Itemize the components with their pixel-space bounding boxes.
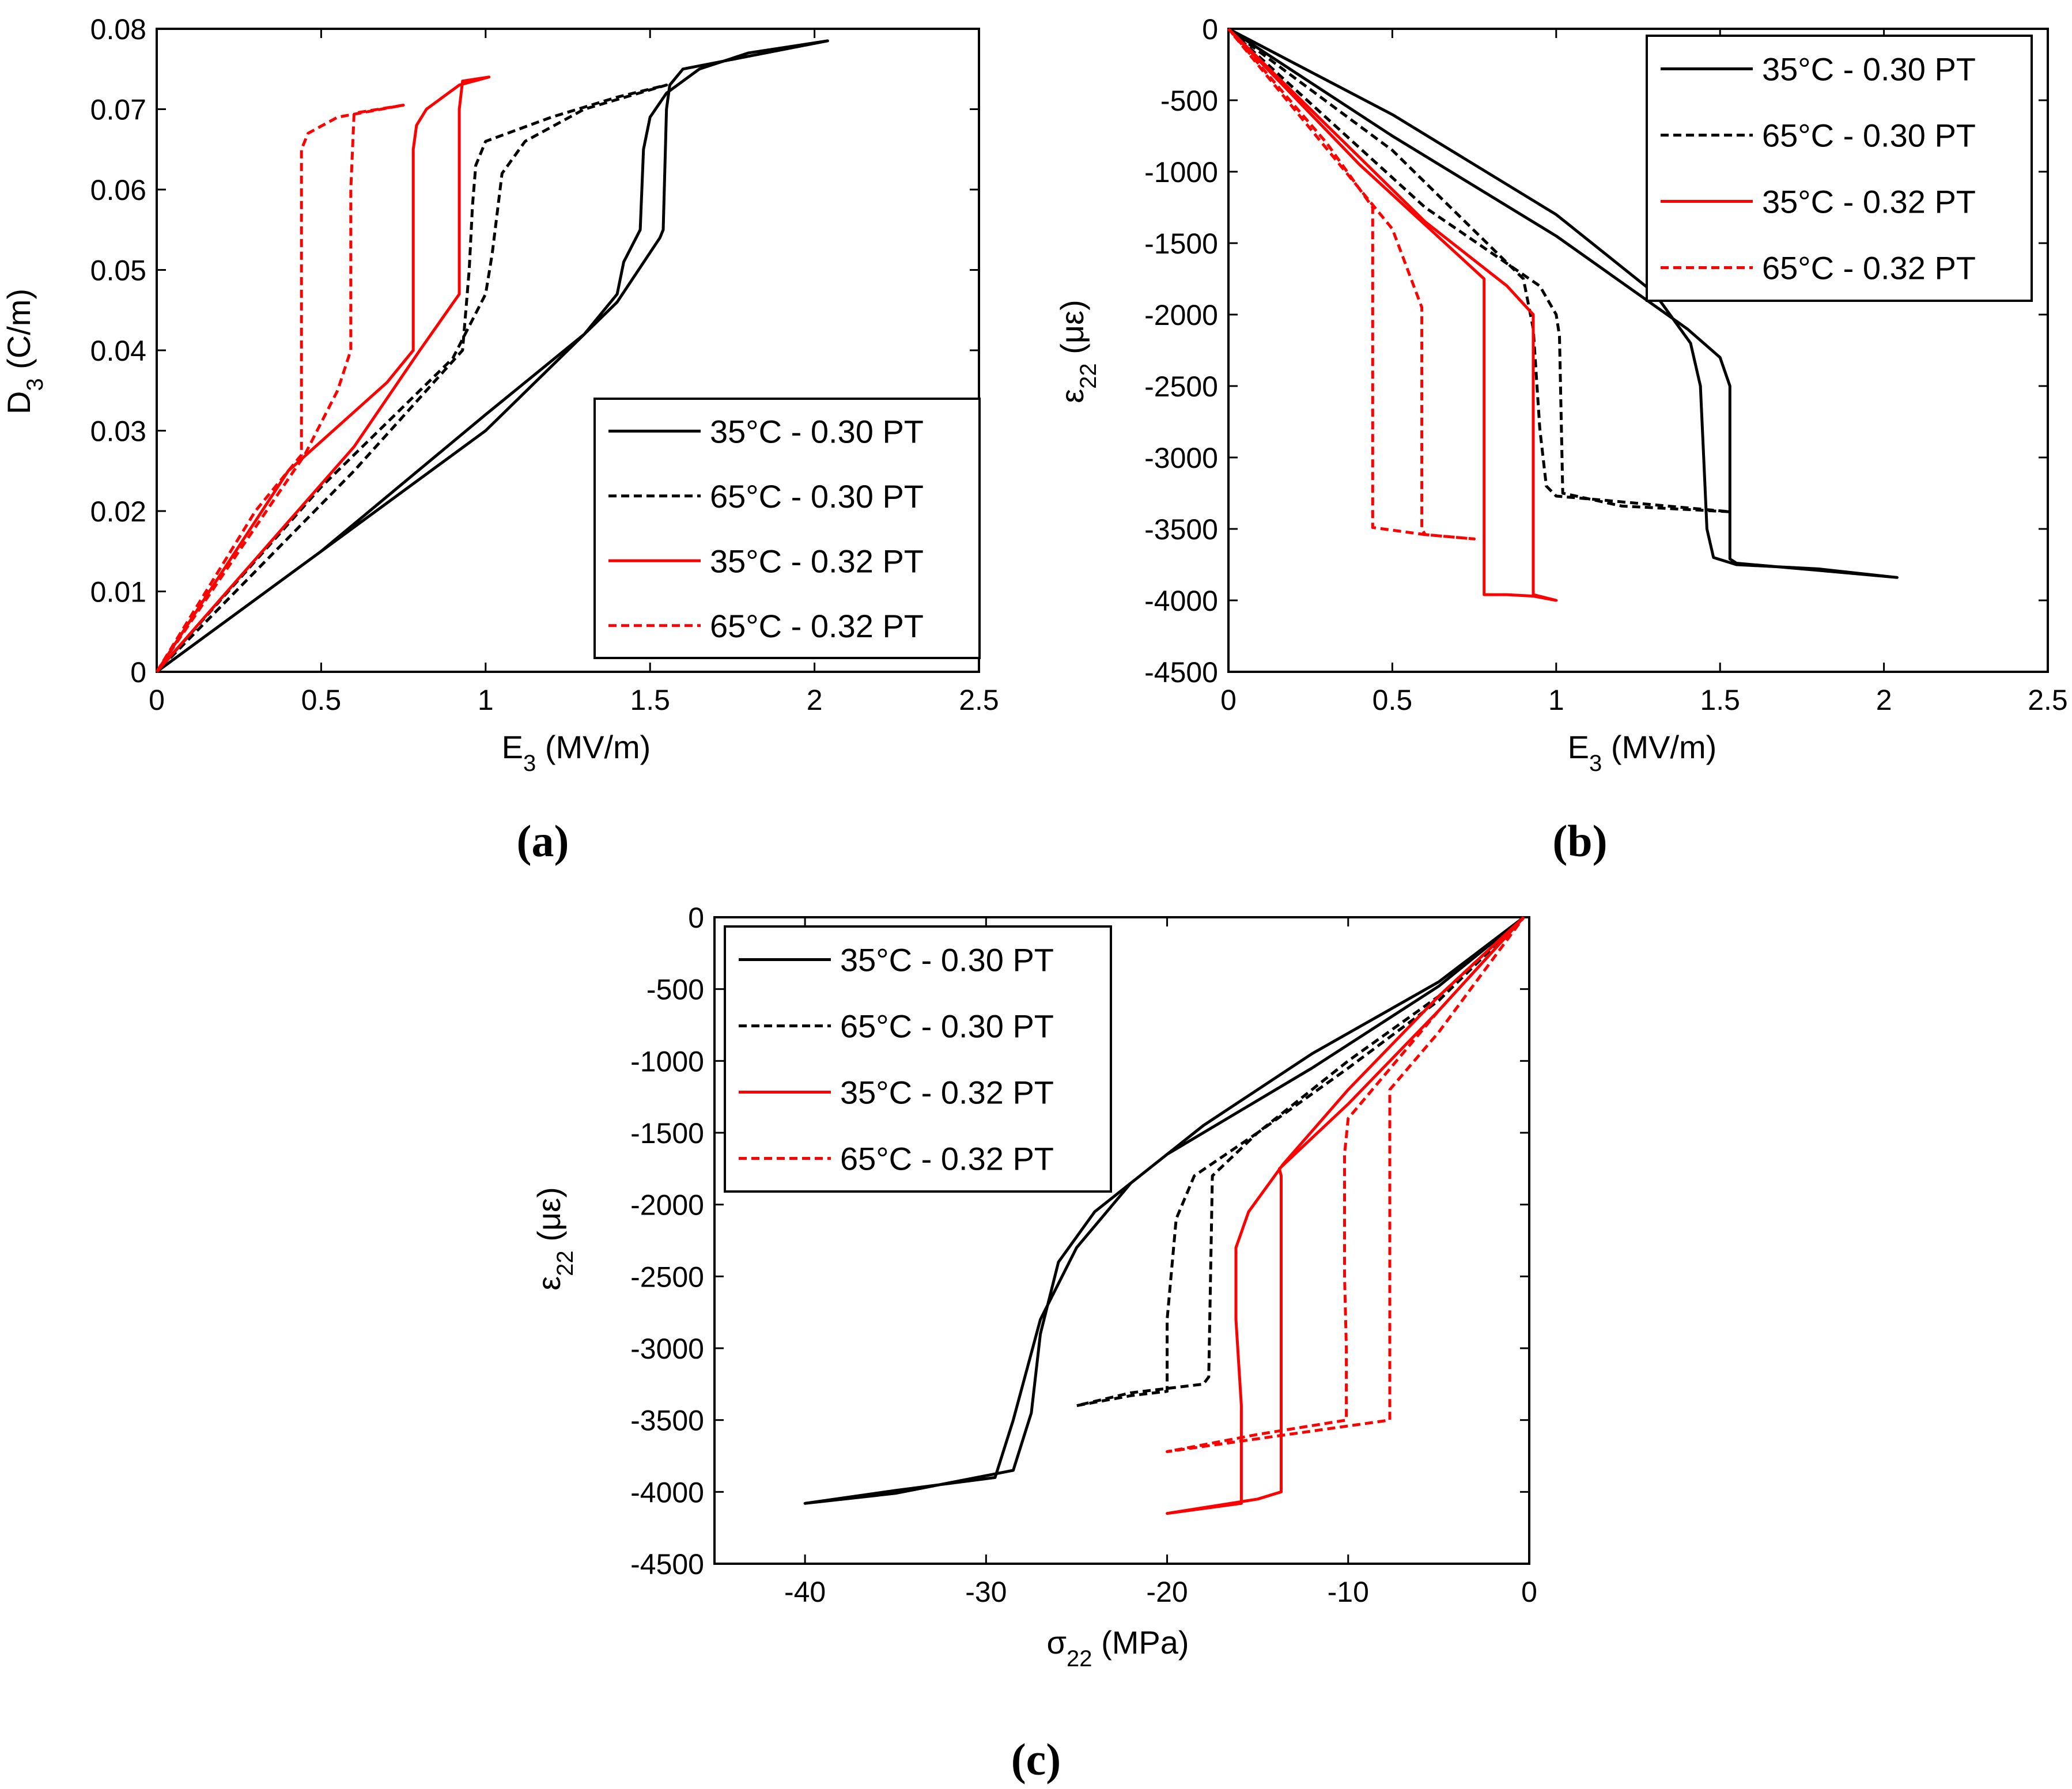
series-line-1: [1227, 27, 1899, 579]
series-line-1: [803, 916, 1525, 1505]
legend-label: 65°C - 0.32 PT: [710, 608, 924, 644]
legend-label: 35°C - 0.30 PT: [1762, 51, 1976, 88]
panel-c-series-group: [803, 916, 1525, 1515]
series-line-4: [1166, 916, 1525, 1453]
y-tick-label: 0: [130, 656, 146, 689]
y-tick-label: -1500: [1144, 228, 1218, 260]
panel-a-ylabel: D3 (C/m): [1, 289, 48, 414]
y-tick-label: 0.04: [90, 335, 146, 367]
y-tick-label: 0: [688, 902, 704, 934]
x-tick-label: -10: [1328, 1576, 1369, 1608]
y-tick-label: 0.05: [90, 255, 146, 287]
y-tick-label: -3000: [1144, 442, 1218, 474]
legend-box: [1646, 35, 2033, 302]
series-line-4: [1227, 28, 1476, 540]
y-tick-label: -4000: [630, 1476, 704, 1508]
x-tick-label: 1.5: [630, 684, 670, 716]
legend-label: 65°C - 0.30 PT: [840, 1008, 1054, 1045]
panel-c-xlabel: σ22 (MPa): [1046, 1624, 1189, 1671]
y-tick-label: 0.06: [90, 174, 146, 206]
x-tick-label: 2: [1876, 684, 1892, 716]
x-tick-label: 0: [149, 684, 165, 716]
legend-label: 65°C - 0.32 PT: [1762, 250, 1976, 286]
y-tick-label: -2500: [1144, 370, 1218, 403]
series-line-1: [156, 39, 829, 674]
panel-a-legend: 35°C - 0.30 PT 65°C - 0.30 PT 35°C - 0.32 …: [593, 398, 981, 659]
y-tick-label: -3500: [1144, 513, 1218, 546]
x-tick-label: -20: [1146, 1576, 1188, 1608]
panel-b-ticks: 0 0.5 1 1.5 2 2.5 0 -500 -1000 -1500 -2000 -2500 -30…: [1144, 13, 2068, 716]
legend-label: 35°C - 0.30 PT: [710, 413, 924, 449]
x-tick-label: 0: [1220, 684, 1237, 716]
panel-b-ylabel: ε22 (με): [1054, 300, 1101, 403]
panel-a-ticks: 0 0.5 1 1.5 2 2.5 0 0.01 0.02 0.03 0.04 0.05 0.06 0.0…: [90, 13, 999, 716]
x-tick-label: 1.5: [1700, 684, 1740, 716]
y-tick-label: -2000: [630, 1189, 704, 1221]
series-line-3: [1166, 916, 1525, 1515]
series-line-2: [156, 84, 668, 673]
series-line-2: [1075, 916, 1525, 1408]
x-tick-label: 2: [807, 684, 823, 716]
x-tick-label: 0: [1521, 1576, 1537, 1608]
y-tick-label: -1000: [1144, 156, 1218, 188]
y-tick-label: -3500: [630, 1405, 704, 1437]
panel-b-legend: 35°C - 0.30 PT 65°C - 0.30 PT 35°C - 0.32 …: [1646, 35, 2033, 302]
x-tick-label: -30: [965, 1576, 1007, 1608]
y-tick-label: 0.02: [90, 496, 146, 528]
y-tick-label: 0.01: [90, 576, 146, 608]
x-tick-label: 1: [1548, 684, 1564, 716]
y-tick-label: -500: [1160, 85, 1218, 117]
panel-c-ticks: -40 -30 -20 -10 00-500-1000-1500-2000-2500-3…: [630, 902, 1537, 1608]
x-tick-label: 0.5: [1372, 684, 1413, 716]
y-tick-label: -2500: [630, 1261, 704, 1293]
legend-label: 35°C - 0.32 PT: [840, 1075, 1054, 1111]
panel-c-chart: -40 -30 -20 -10 00-500-1000-1500-2000-2500-3…: [531, 902, 1537, 1784]
y-tick-label: -2000: [1144, 299, 1218, 331]
panel-c-ylabel: ε22 (με): [531, 1187, 578, 1291]
panel-a-label: (a): [517, 816, 569, 866]
legend-label: 35°C - 0.32 PT: [710, 543, 924, 579]
series-line-3: [1227, 28, 1558, 602]
panel-b-xlabel: E3 (MV/m): [1568, 729, 1717, 776]
panel-a-xlabel: E3 (MV/m): [502, 729, 651, 776]
series-line-2: [1227, 27, 1731, 513]
y-tick-label: 0.03: [90, 415, 146, 448]
series-line-3: [155, 75, 490, 673]
x-tick-label: 1: [478, 684, 494, 716]
y-tick-label: -500: [646, 974, 704, 1006]
x-tick-label: -40: [784, 1576, 826, 1608]
y-tick-label: -4000: [1144, 585, 1218, 617]
y-tick-label: 0.07: [90, 94, 146, 126]
panel-b-chart: 0 0.5 1 1.5 2 2.5 0 -500 -1000 -1500 -2000 -2500 -30…: [1054, 13, 2068, 866]
y-tick-label: -4500: [630, 1548, 704, 1580]
legend-label: 35°C - 0.30 PT: [840, 942, 1054, 978]
x-tick-label: 0.5: [301, 684, 342, 716]
y-tick-label: 0.08: [90, 13, 146, 46]
y-tick-label: -1500: [630, 1117, 704, 1149]
y-tick-label: 0: [1202, 13, 1218, 46]
legend-label: 65°C - 0.30 PT: [710, 478, 924, 515]
legend-box: [724, 925, 1112, 1193]
panel-c-legend: 35°C - 0.30 PT 65°C - 0.30 PT 35°C - 0.32 …: [724, 925, 1112, 1193]
legend-box: [593, 398, 981, 659]
series-line-4: [155, 104, 405, 673]
y-tick-label: -3000: [630, 1333, 704, 1365]
x-tick-label: 2.5: [959, 684, 999, 716]
panel-c-label: (c): [1011, 1734, 1061, 1784]
legend-label: 35°C - 0.32 PT: [1762, 184, 1976, 220]
x-tick-label: 2.5: [2028, 684, 2068, 716]
y-tick-label: -1000: [630, 1045, 704, 1077]
panel-a-series-group: [155, 39, 829, 674]
panel-b-label: (b): [1552, 816, 1607, 866]
panel-a-chart: 0 0.5 1 1.5 2 2.5 0 0.01 0.02 0.03 0.04 0.05 0.06 0.0…: [1, 13, 999, 866]
y-tick-label: -4500: [1144, 656, 1218, 689]
legend-label: 65°C - 0.30 PT: [1762, 118, 1976, 154]
panel-b-series-group: [1227, 27, 1899, 602]
legend-label: 65°C - 0.32 PT: [840, 1141, 1054, 1177]
